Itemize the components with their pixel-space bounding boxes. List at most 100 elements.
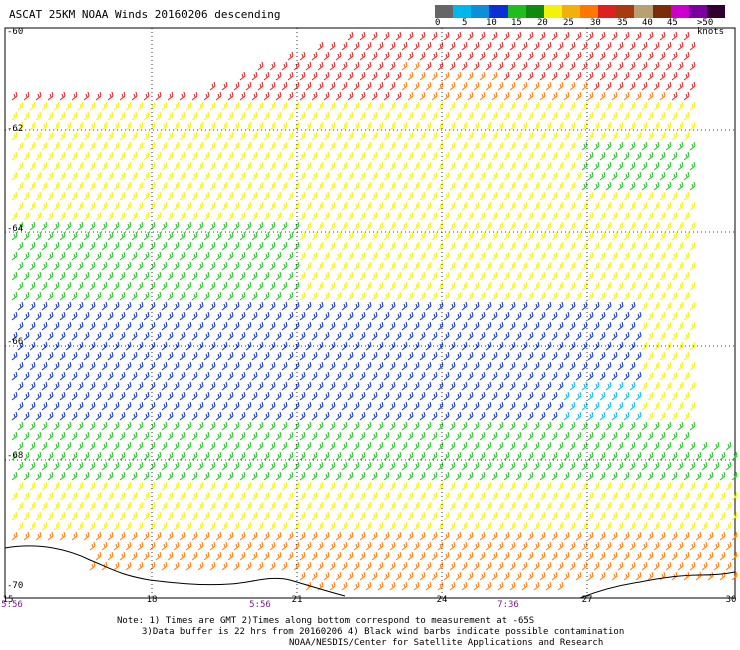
wind-barb <box>203 171 210 181</box>
wind-barb <box>311 191 318 201</box>
wind-barb <box>479 271 486 281</box>
wind-barb <box>287 91 294 101</box>
wind-barb <box>605 101 612 111</box>
wind-barb <box>689 181 696 191</box>
wind-barb <box>125 101 132 111</box>
wind-barb <box>515 211 522 221</box>
wind-barb <box>251 231 258 241</box>
wind-barb <box>215 131 222 141</box>
wind-barb <box>575 71 582 81</box>
legend-swatch <box>489 5 508 18</box>
wind-barb <box>365 181 372 191</box>
wind-barb <box>677 121 684 131</box>
wind-barb <box>653 241 660 251</box>
wind-barb <box>77 121 84 131</box>
wind-barb <box>47 291 54 301</box>
wind-barb <box>401 181 408 191</box>
lat-label-68: -68 <box>7 451 24 461</box>
wind-barb <box>89 121 96 131</box>
wind-barb <box>683 291 690 301</box>
legend-label: 30 <box>590 18 601 28</box>
wind-barb <box>671 31 678 41</box>
wind-barb <box>467 51 474 61</box>
wind-barb <box>197 101 204 111</box>
wind-barb <box>233 141 240 151</box>
wind-barb <box>515 251 522 261</box>
wind-barb <box>281 301 288 311</box>
wind-barb <box>197 221 204 231</box>
wind-barb <box>467 271 474 281</box>
wind-barb <box>533 221 540 231</box>
wind-barb <box>275 231 282 241</box>
wind-barb <box>659 111 666 121</box>
wind-barb <box>515 131 522 141</box>
note-line-3: NOAA/NESDIS/Center for Satellite Applica… <box>289 638 604 648</box>
wind-barb <box>395 91 402 101</box>
wind-barb <box>575 211 582 221</box>
wind-barb <box>245 81 252 91</box>
wind-barb <box>161 241 168 251</box>
wind-barb <box>287 211 294 221</box>
map-frame <box>4 27 736 599</box>
wind-barb <box>461 181 468 191</box>
wind-barb <box>185 221 192 231</box>
wind-barb <box>305 201 312 211</box>
wind-barb <box>41 281 48 291</box>
wind-barb <box>575 191 582 201</box>
wind-barb <box>647 251 654 261</box>
wind-barb <box>155 131 162 141</box>
wind-barb <box>197 301 204 311</box>
wind-barb <box>311 51 318 61</box>
wind-barb <box>473 261 480 271</box>
legend-label: 20 <box>537 18 548 28</box>
wind-barb <box>395 231 402 241</box>
wind-barb <box>275 71 282 81</box>
wind-barb <box>59 171 66 181</box>
wind-barb <box>539 131 546 141</box>
wind-barb <box>353 121 360 131</box>
wind-barb <box>473 161 480 171</box>
wind-barb <box>53 301 60 311</box>
wind-barb <box>647 51 654 61</box>
wind-barb <box>299 291 306 301</box>
wind-barb <box>23 211 30 221</box>
wind-barb <box>413 181 420 191</box>
wind-barb <box>425 221 432 231</box>
wind-barb <box>407 271 414 281</box>
wind-barb <box>41 181 48 191</box>
wind-barb <box>473 41 480 51</box>
wind-barb <box>47 131 54 141</box>
wind-barb <box>227 271 234 281</box>
wind-barb <box>215 171 222 181</box>
wind-barb <box>539 71 546 81</box>
wind-barb <box>257 181 264 191</box>
wind-barb <box>449 261 456 271</box>
wind-barb <box>125 161 132 171</box>
wind-barb <box>353 241 360 251</box>
wind-barb <box>671 251 678 261</box>
wind-barb <box>545 181 552 191</box>
wind-barb <box>413 261 420 271</box>
wind-barb <box>635 151 642 161</box>
wind-barb <box>677 201 684 211</box>
wind-barb <box>605 241 612 251</box>
wind-barb <box>671 231 678 241</box>
wind-barb <box>101 201 108 211</box>
wind-barb <box>479 91 486 101</box>
wind-barb <box>299 251 306 261</box>
wind-barb <box>29 281 36 291</box>
wind-barb <box>119 91 126 101</box>
wind-barb <box>593 41 600 51</box>
wind-barb <box>563 131 570 141</box>
wind-barb <box>449 61 456 71</box>
wind-barb <box>383 251 390 261</box>
wind-barb <box>281 121 288 131</box>
wind-barb <box>557 241 564 251</box>
wind-barb <box>347 271 354 281</box>
wind-barb <box>563 251 570 261</box>
wind-barb <box>485 201 492 211</box>
wind-barb <box>371 51 378 61</box>
wind-barb <box>299 131 306 141</box>
wind-barb <box>605 121 612 131</box>
wind-barb <box>479 231 486 241</box>
